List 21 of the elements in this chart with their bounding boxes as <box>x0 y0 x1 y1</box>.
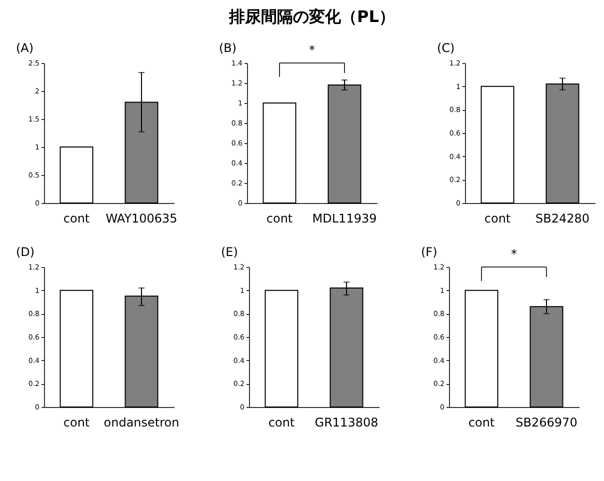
x-tick-label: cont <box>63 416 90 430</box>
text: * <box>511 247 517 261</box>
x-tick-label: SB24280 <box>535 212 590 226</box>
chart-title: 排尿間隔の変化（PL） <box>228 7 395 26</box>
x-tick-label: GR113808 <box>314 416 378 430</box>
chart-subtitle: (C) <box>437 41 455 55</box>
x-tick-label: cont <box>266 212 293 226</box>
chart-subtitle: (F) <box>421 245 438 259</box>
x-tick-label: cont <box>484 212 511 226</box>
x-tick-label: MDL11939 <box>312 212 377 226</box>
x-tick-label: WAY100635 <box>106 212 178 226</box>
chart-subtitle: (E) <box>221 245 238 259</box>
text: * <box>309 43 315 57</box>
x-tick-label: cont <box>268 416 295 430</box>
chart-subtitle: (B) <box>219 41 237 55</box>
x-tick-label: cont <box>63 212 90 226</box>
x-tick-label: SB266970 <box>516 416 578 430</box>
x-tick-label: cont <box>468 416 495 430</box>
x-tick-label: ondansetron <box>104 416 180 430</box>
chart-subtitle: (D) <box>16 245 35 259</box>
chart-subtitle: (A) <box>16 41 34 55</box>
